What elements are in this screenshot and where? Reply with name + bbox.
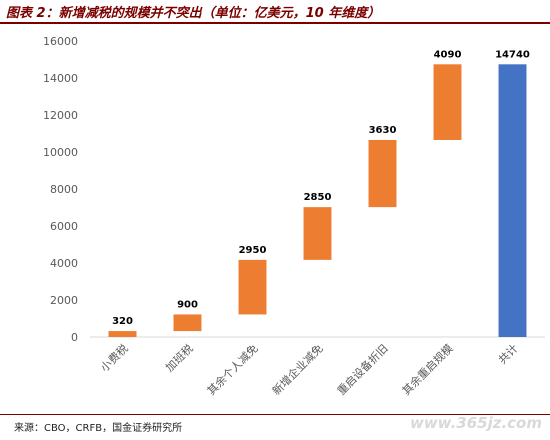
watermark: www.365jz.com bbox=[409, 414, 542, 432]
y-tick-label: 6000 bbox=[50, 220, 78, 233]
x-tick-label: 其余个人减免 bbox=[204, 341, 261, 398]
x-tick-label: 新增企业减免 bbox=[269, 341, 326, 398]
data-label: 14740 bbox=[495, 49, 530, 60]
title-divider bbox=[0, 22, 550, 24]
bar bbox=[433, 64, 462, 140]
y-tick-label: 16000 bbox=[43, 35, 78, 48]
bar bbox=[238, 259, 267, 315]
data-label: 4090 bbox=[434, 49, 462, 60]
waterfall-chart: 0 2000 4000 6000 8000 10000 12000 14000 16000 32… bbox=[43, 35, 545, 398]
data-label: 900 bbox=[177, 299, 198, 310]
x-tick-label: 共计 bbox=[496, 342, 521, 367]
x-tick-label: 其余重启规模 bbox=[399, 341, 456, 398]
footer-divider bbox=[0, 414, 550, 415]
y-tick-label: 12000 bbox=[43, 109, 78, 122]
data-label: 320 bbox=[112, 316, 133, 327]
y-tick-label: 4000 bbox=[50, 257, 78, 270]
y-tick-label: 0 bbox=[71, 331, 78, 344]
x-tick-label: 加班税 bbox=[162, 341, 195, 374]
y-axis: 0 2000 4000 6000 8000 10000 12000 14000 16000 bbox=[43, 35, 78, 344]
x-tick-label: 小费税 bbox=[97, 341, 130, 374]
bar bbox=[108, 331, 137, 337]
x-tick-label: 重启设备折旧 bbox=[334, 341, 391, 398]
y-tick-label: 10000 bbox=[43, 146, 78, 159]
y-tick-label: 8000 bbox=[50, 183, 78, 196]
x-axis: 小费税 加班税 其余个人减免 新增企业减免 重启设备折旧 其余重启规模 共计 bbox=[97, 341, 520, 398]
figure-title: 图表 2：新增减税的规模并不突出（单位：亿美元，10 年维度） bbox=[6, 6, 381, 21]
y-tick-label: 2000 bbox=[50, 294, 78, 307]
bar bbox=[498, 64, 527, 337]
data-label: 2850 bbox=[304, 192, 332, 203]
bar-group bbox=[108, 64, 527, 337]
data-label-group: 320 900 2950 2850 3630 4090 14740 bbox=[112, 49, 530, 327]
source-note: 来源：CBO，CRFB，国金证券研究所 bbox=[14, 423, 183, 434]
bar bbox=[173, 314, 202, 332]
data-label: 2950 bbox=[239, 245, 267, 256]
data-label: 3630 bbox=[369, 125, 397, 136]
y-tick-label: 14000 bbox=[43, 72, 78, 85]
bar bbox=[368, 139, 397, 208]
bar bbox=[303, 207, 332, 260]
